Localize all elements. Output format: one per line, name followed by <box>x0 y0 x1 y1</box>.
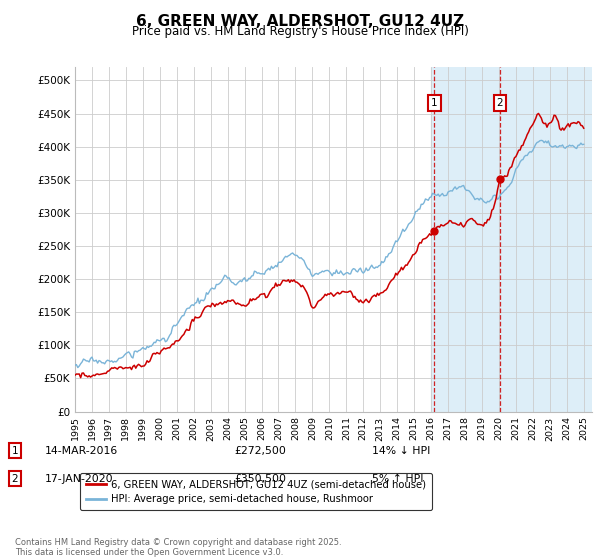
Text: 14% ↓ HPI: 14% ↓ HPI <box>372 446 430 456</box>
Text: 5% ↑ HPI: 5% ↑ HPI <box>372 474 424 484</box>
Text: 17-JAN-2020: 17-JAN-2020 <box>45 474 113 484</box>
Text: 14-MAR-2016: 14-MAR-2016 <box>45 446 118 456</box>
Text: 2: 2 <box>496 98 503 108</box>
Text: £272,500: £272,500 <box>234 446 286 456</box>
Text: 2: 2 <box>11 474 19 484</box>
Text: Price paid vs. HM Land Registry's House Price Index (HPI): Price paid vs. HM Land Registry's House … <box>131 25 469 38</box>
Text: 1: 1 <box>11 446 19 456</box>
Text: 1: 1 <box>431 98 438 108</box>
Bar <box>431 67 592 412</box>
Legend: 6, GREEN WAY, ALDERSHOT, GU12 4UZ (semi-detached house), HPI: Average price, sem: 6, GREEN WAY, ALDERSHOT, GU12 4UZ (semi-… <box>80 473 432 510</box>
Text: Contains HM Land Registry data © Crown copyright and database right 2025.
This d: Contains HM Land Registry data © Crown c… <box>15 538 341 557</box>
Text: 6, GREEN WAY, ALDERSHOT, GU12 4UZ: 6, GREEN WAY, ALDERSHOT, GU12 4UZ <box>136 14 464 29</box>
Text: £350,500: £350,500 <box>234 474 286 484</box>
